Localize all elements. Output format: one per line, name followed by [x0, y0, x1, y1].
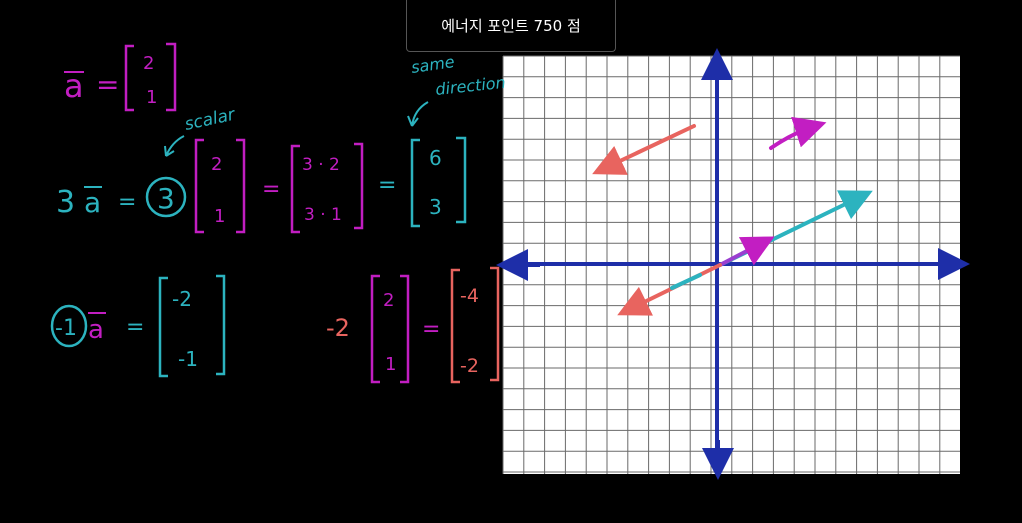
neg-one-result-bracket-left: [158, 276, 168, 378]
three-a-vector-x: 2: [211, 154, 222, 175]
vector-a-label: a: [64, 67, 84, 105]
neg-two-equation: -2 2 1 = -4 -2: [326, 266, 500, 384]
free-magenta-arrow: [769, 116, 827, 150]
graph-vectors: [592, 116, 873, 316]
energy-points-text: 에너지 포인트 750 점: [441, 17, 581, 35]
neg-two-result-y: -2: [460, 355, 479, 377]
three-a-equals-1: =: [118, 190, 136, 215]
neg-one-result-bracket-right: [216, 274, 226, 376]
three-a-equals-2: =: [262, 177, 280, 202]
energy-points-notification: 에너지 포인트 750 점: [406, 0, 616, 52]
vector-a-bracket-right: [166, 42, 177, 112]
three-a-vector-bracket-right: [236, 138, 246, 234]
same-direction-annotation-line1: same: [410, 52, 456, 77]
neg-two-result-bracket-left: [450, 268, 460, 384]
vector-a-definition: a = 2 1: [64, 42, 177, 112]
product-bracket-right: [354, 142, 364, 230]
neg-two-equals: =: [422, 317, 440, 342]
result-bracket-right: [456, 136, 467, 224]
result-y: 3: [429, 195, 442, 219]
neg-one-scalar: -1: [55, 316, 77, 341]
result-bracket-left: [410, 138, 420, 228]
neg-two-result-bracket-right: [490, 266, 500, 382]
neg-two-vector-bracket-left: [370, 274, 380, 384]
neg-one-result-y: -1: [178, 347, 198, 371]
neg-two-result-x: -4: [460, 285, 479, 307]
circled-neg-one: [50, 304, 88, 348]
vector-a-component-y: 1: [146, 87, 157, 108]
same-direction-annotation-line2: direction: [434, 73, 506, 99]
neg-two-vector-x: 2: [383, 290, 394, 311]
scalar-annotation: scalar: [183, 105, 238, 135]
three-a-equation: 3 a = 3 2 1 = 3 · 2 3 · 1 = 6 3: [56, 136, 467, 234]
vector-a-arrow: [718, 236, 775, 267]
three-a-vector-label: a: [84, 186, 101, 219]
three-a-scalar: 3: [56, 185, 75, 220]
result-x: 6: [429, 146, 442, 170]
three-a-equals-3: =: [378, 173, 396, 198]
neg-one-vector-label: a: [88, 315, 104, 345]
three-a-vector-bracket-left: [194, 138, 204, 234]
product-bracket-left: [290, 144, 300, 234]
product-y: 3 · 1: [304, 205, 342, 225]
annotations: scalar same direction: [164, 52, 507, 157]
circled-scalar: [145, 176, 187, 218]
same-direction-annotation-arrow: [407, 101, 429, 127]
vector-a-bracket-left: [124, 44, 134, 112]
neg-one-equals: =: [126, 315, 144, 340]
neg-two-vector-y: 1: [385, 354, 396, 375]
scalar-annotation-arrow: [164, 135, 185, 157]
neg-one-result-x: -2: [172, 287, 192, 311]
vector-a-equals: =: [96, 68, 119, 101]
three-a-vector-y: 1: [214, 206, 225, 227]
free-salmon-arrow: [592, 124, 696, 175]
neg-two-scalar: -2: [326, 314, 350, 342]
neg-one-a-equation: -1 a = -2 -1: [50, 274, 226, 378]
circled-scalar-value: 3: [157, 182, 175, 215]
neg-two-vector-bracket-right: [400, 274, 410, 384]
vector-a-component-x: 2: [143, 53, 154, 74]
product-x: 3 · 2: [302, 155, 340, 175]
vector-neg-a-arrow: [670, 273, 702, 290]
